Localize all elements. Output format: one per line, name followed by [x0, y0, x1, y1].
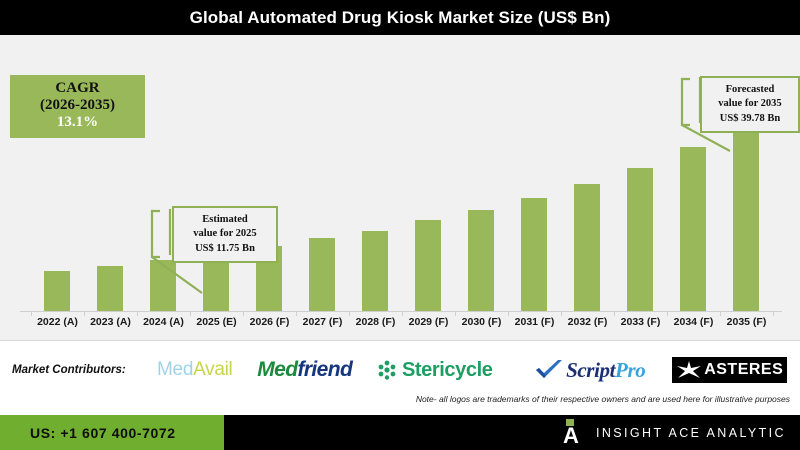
brand-name: INSIGHT ACE ANALYTIC: [596, 425, 786, 440]
forecasted-line-1: Forecasted: [725, 84, 775, 96]
insightace-logo-icon: A: [560, 418, 582, 448]
phone-badge[interactable]: US: +1 607 400-7072: [0, 415, 224, 450]
estimated-line-2: value for 2025: [193, 228, 257, 240]
asteres-logo-text: ASTERES: [704, 361, 784, 378]
bar-2030F: [468, 210, 494, 311]
x-tick: [455, 311, 456, 316]
cagr-value: 13.1%: [56, 114, 99, 131]
x-tick: [31, 311, 32, 316]
scriptpro-check-icon: [536, 360, 563, 378]
cagr-period: (2026-2035): [40, 97, 115, 114]
stericycle-logo: Stericycle: [360, 354, 510, 386]
x-label-2034F: 2034 (F): [673, 316, 714, 328]
bar-2035F: [733, 117, 759, 311]
x-label-2035F: 2035 (F): [726, 316, 767, 328]
estimated-line-1: Estimated: [202, 214, 248, 226]
x-tick: [243, 311, 244, 316]
bar-2029F: [415, 220, 441, 311]
x-label-2026F: 2026 (F): [249, 316, 290, 328]
x-tick: [561, 311, 562, 316]
scriptpro-logo: ScriptPro: [510, 354, 670, 386]
medavail-logo: MedAvail: [140, 354, 250, 386]
medavail-logo-part1: Med: [157, 359, 194, 380]
bar-2032F: [574, 184, 600, 311]
bar-2031F: [521, 198, 547, 311]
x-label-2023A: 2023 (A): [90, 316, 131, 328]
bar-2025E: [203, 254, 229, 311]
medfriend-logo-part2: friend: [297, 358, 353, 381]
bar-2033F: [627, 168, 653, 311]
medavail-logo-part2: Avail: [193, 359, 233, 380]
x-tick: [773, 311, 774, 316]
x-tick: [190, 311, 191, 316]
bar-2028F: [362, 231, 388, 311]
x-tick: [349, 311, 350, 316]
bar-2034F: [680, 147, 706, 311]
forecasted-value-callout: Forecasted value for 2035 US$ 39.78 Bn: [700, 76, 800, 133]
contrib-divider: [0, 340, 800, 341]
scriptpro-logo-part1: Script: [566, 357, 616, 382]
bar-2027F: [309, 238, 335, 311]
logo-letter: A: [563, 422, 579, 448]
x-label-2030F: 2030 (F): [461, 316, 502, 328]
x-tick: [508, 311, 509, 316]
logo-accent-square: [566, 418, 574, 426]
x-tick: [402, 311, 403, 316]
bar-2023A: [97, 266, 123, 311]
x-tick: [296, 311, 297, 316]
x-label-2024A: 2024 (A): [143, 316, 184, 328]
footer-bar: US: +1 607 400-7072 A INSIGHT ACE ANALYT…: [0, 415, 800, 450]
estimated-value-callout: Estimated value for 2025 US$ 11.75 Bn: [172, 206, 278, 263]
phone-number: US: +1 607 400-7072: [30, 424, 176, 441]
title-bar: Global Automated Drug Kiosk Market Size …: [0, 0, 800, 35]
scriptpro-logo-part2: Pro: [615, 357, 646, 382]
chart-panel: 2022 (A) 2023 (A) 2024 (A) 2025 (E) 2026 (F)…: [0, 35, 800, 340]
stericycle-logo-text: Stericycle: [401, 358, 493, 381]
bar-2022A: [44, 271, 70, 311]
forecasted-line-2: value for 2035: [718, 98, 782, 110]
x-tick: [667, 311, 668, 316]
x-label-2031F: 2031 (F): [514, 316, 555, 328]
contrib-logo-row: Market Contributors: MedAvail Medfriend: [0, 348, 800, 392]
page-title: Global Automated Drug Kiosk Market Size …: [189, 7, 611, 27]
brand-lockup: A INSIGHT ACE ANALYTIC: [560, 415, 786, 450]
x-label-2027F: 2027 (F): [302, 316, 343, 328]
asteres-star-icon: [677, 361, 702, 378]
forecasted-line-3: US$ 39.78 Bn: [719, 112, 781, 124]
market-contributors-band: Market Contributors: MedAvail Medfriend: [0, 340, 800, 415]
medfriend-logo: Medfriend: [250, 354, 360, 386]
medfriend-logo-part1: Med: [257, 358, 298, 381]
x-axis-line: [20, 311, 782, 312]
x-label-2029F: 2029 (F): [408, 316, 449, 328]
trademark-note: Note- all logos are trademarks of their …: [415, 394, 790, 404]
x-tick: [84, 311, 85, 316]
cagr-badge: CAGR (2026-2035) 13.1%: [10, 75, 145, 138]
x-label-2028F: 2028 (F): [355, 316, 396, 328]
x-tick: [137, 311, 138, 316]
x-axis-labels: 2022 (A) 2023 (A) 2024 (A) 2025 (E) 2026 (F)…: [0, 316, 800, 340]
x-label-2022A: 2022 (A): [37, 316, 78, 328]
x-tick: [614, 311, 615, 316]
x-tick: [720, 311, 721, 316]
asteres-logo: ASTERES: [670, 354, 790, 386]
estimated-line-3: US$ 11.75 Bn: [195, 242, 255, 254]
x-label-2032F: 2032 (F): [567, 316, 608, 328]
x-label-2033F: 2033 (F): [620, 316, 661, 328]
stericycle-dots-icon: [378, 360, 396, 380]
cagr-label: CAGR: [55, 80, 100, 97]
bar-2024A: [150, 260, 176, 311]
x-label-2025E: 2025 (E): [196, 316, 237, 328]
contributors-label: Market Contributors:: [12, 364, 126, 376]
